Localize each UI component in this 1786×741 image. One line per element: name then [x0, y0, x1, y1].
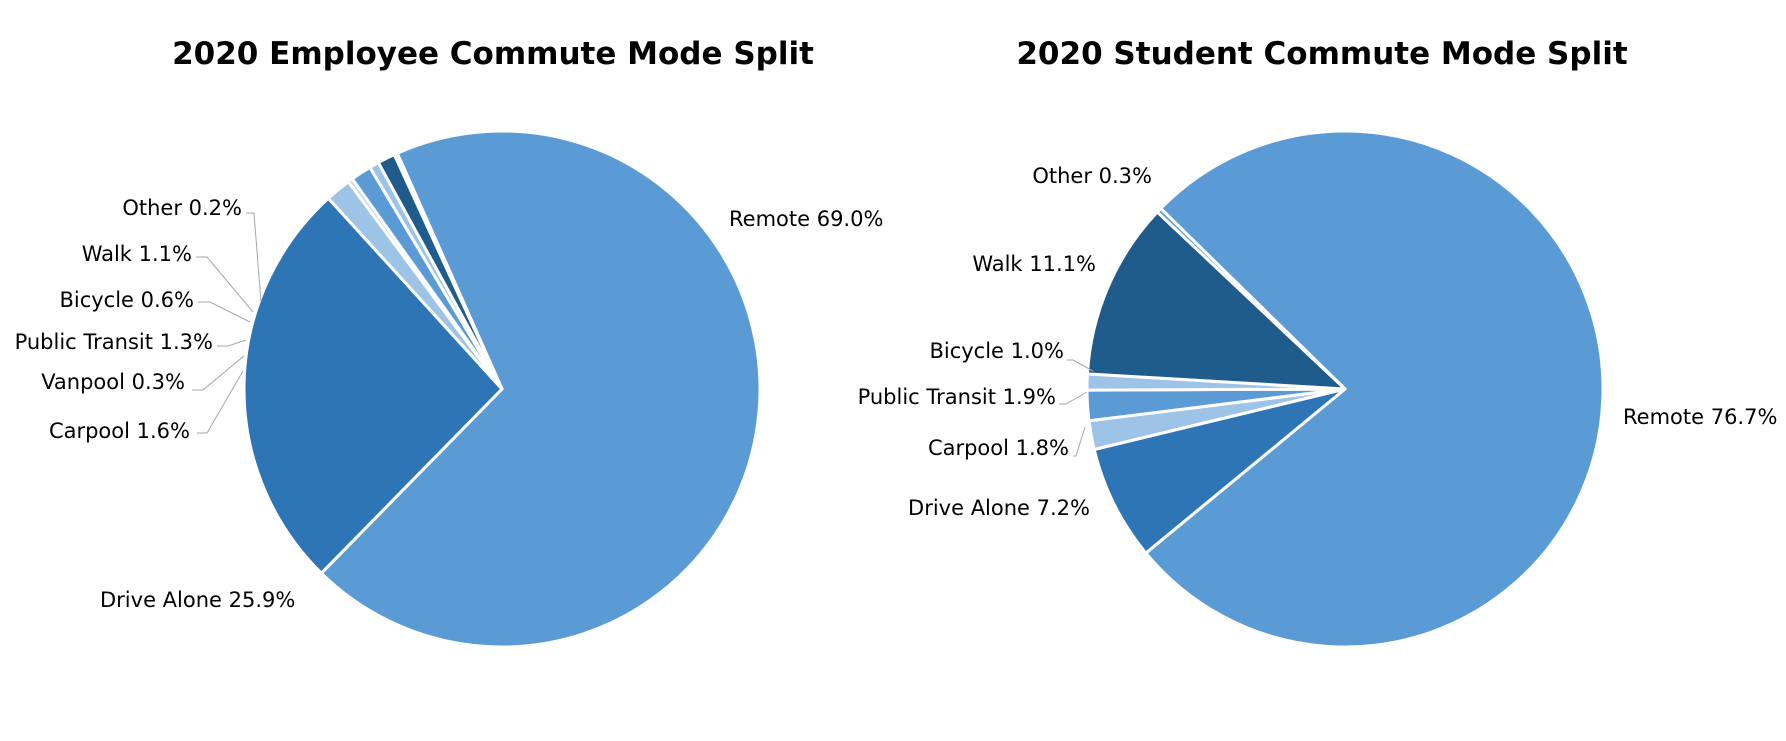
- pie-slice-other: [1155, 206, 1347, 391]
- student-pie-chart: 2020 Student Commute Mode Split Remote 7…: [858, 36, 1778, 649]
- employee-pie-slices: [242, 129, 762, 649]
- leader-line-bicycle: [1067, 359, 1094, 372]
- leader-line-bicycle: [198, 301, 251, 323]
- slice-label-bicycle: Bicycle 1.0%: [929, 339, 1064, 363]
- slice-label-public-transit: Public Transit 1.3%: [15, 330, 213, 354]
- leader-line-vanpool: [192, 355, 245, 391]
- pie-slice-drive-alone: [242, 196, 504, 575]
- student-slice-labels: Remote 76.7% Drive Alone 7.2% Carpool 1.…: [858, 164, 1778, 520]
- slice-label-remote: Remote 69.0%: [729, 207, 883, 231]
- employee-chart-title: 2020 Employee Commute Mode Split: [172, 36, 814, 72]
- student-leader-lines: [1059, 359, 1094, 457]
- leader-line-public-transit: [1059, 391, 1088, 405]
- slice-label-walk: Walk 11.1%: [972, 252, 1096, 276]
- slice-label-vanpool: Vanpool 0.3%: [41, 370, 185, 394]
- employee-pie-chart: 2020 Employee Commute Mode Split Remote …: [15, 36, 884, 649]
- slice-label-remote: Remote 76.7%: [1623, 405, 1777, 429]
- slice-label-carpool: Carpool 1.8%: [928, 436, 1069, 460]
- slice-label-bicycle: Bicycle 0.6%: [59, 288, 194, 312]
- leader-line-walk: [196, 256, 254, 313]
- pie-slice-drive-alone: [1092, 387, 1347, 555]
- slice-label-public-transit: Public Transit 1.9%: [858, 385, 1056, 409]
- pie-slice-walk: [1085, 210, 1347, 391]
- slice-label-other: Other 0.3%: [1032, 164, 1152, 188]
- slice-label-drive-alone: Drive Alone 25.9%: [100, 588, 295, 612]
- slice-label-other: Other 0.2%: [122, 196, 242, 220]
- slice-label-carpool: Carpool 1.6%: [49, 419, 190, 443]
- pie-slice-remote: [1144, 129, 1605, 649]
- student-pie-slices: [1085, 129, 1605, 649]
- leader-line-carpool: [1073, 426, 1086, 457]
- employee-slice-labels: Remote 69.0% Drive Alone 25.9% Carpool 1…: [15, 196, 884, 612]
- leader-line-other: [246, 212, 262, 303]
- slice-label-walk: Walk 1.1%: [82, 242, 192, 266]
- student-chart-title: 2020 Student Commute Mode Split: [1016, 36, 1627, 72]
- slice-label-drive-alone: Drive Alone 7.2%: [908, 496, 1090, 520]
- pie-slice-remote: [319, 129, 762, 649]
- employee-leader-lines: [192, 212, 262, 434]
- leader-line-public-transit: [217, 339, 247, 347]
- pie-slice-other: [392, 151, 504, 391]
- leader-line-carpool: [197, 370, 244, 434]
